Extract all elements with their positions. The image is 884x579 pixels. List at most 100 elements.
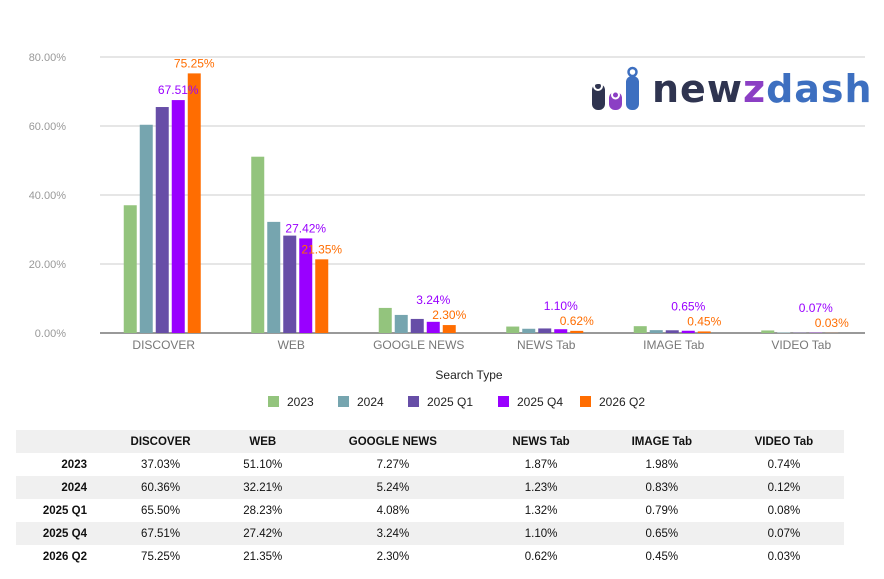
x-tick-label: GOOGLE NEWS [373,338,464,352]
data-label: 2.30% [432,308,466,322]
legend-swatch [498,396,509,407]
x-tick-label: IMAGE Tab [643,338,704,352]
x-axis-title: Search Type [435,368,502,382]
data-label: 0.62% [560,314,594,328]
legend-label: 2025 Q4 [517,395,563,409]
row-label: 2026 Q2 [42,550,87,563]
logo-text: newzdash [652,67,873,111]
bar-2025-q4 [681,330,695,333]
bar-2023 [378,307,392,333]
bar-2025-q1 [410,318,424,333]
x-tick-label: WEB [278,338,305,352]
table-cell: 1.98% [645,458,679,471]
bar-2023 [251,156,265,333]
row-label: 2024 [61,481,87,494]
table-cell: 37.03% [141,458,181,471]
legend-label: 2026 Q2 [599,395,645,409]
bar-2023 [633,326,647,333]
table-cell: 3.24% [376,527,410,540]
table-row: 2026 Q2 75.25% 21.35% 2.30% 0.62% 0.45% 0.03% [16,545,844,568]
table-cell: 0.03% [767,550,801,563]
table-cell: 32.21% [243,481,283,494]
table-cell: 60.36% [141,481,181,494]
bar-2023 [123,205,137,333]
bar-2023 [506,326,520,333]
table-cell: 0.79% [645,504,679,517]
y-tick-label: 60.00% [29,121,67,133]
bar-2025-q4 [426,321,440,333]
legend-swatch [268,396,279,407]
table-header: DISCOVER [130,435,191,448]
bar-2025-q4 [554,329,568,333]
table-cell: 1.32% [524,504,558,517]
table-cell: 0.74% [767,458,801,471]
bar-2024 [139,124,153,334]
bar-2024 [267,221,281,333]
data-label: 3.24% [416,293,450,307]
table-header: GOOGLE NEWS [348,435,437,448]
table-row: 2025 Q4 67.51% 27.42% 3.24% 1.10% 0.65% 0.07% [16,522,844,545]
legend-label: 2024 [357,395,384,409]
row-label: 2025 Q4 [42,527,87,540]
table-cell: 0.07% [767,527,801,540]
table-cell: 1.10% [524,527,558,540]
bar-2025-q1 [283,235,297,333]
data-label: 75.25% [174,56,215,70]
bar-2026-q2 [187,73,201,333]
data-label: 21.35% [301,242,342,256]
data-label: 1.10% [544,299,578,313]
table-cell: 7.27% [376,458,410,471]
data-table: DISCOVER WEB GOOGLE NEWS NEWS Tab IMAGE Tab V… [16,430,844,568]
table-cell: 5.24% [376,481,410,494]
table-cell: 0.12% [767,481,801,494]
table-header: VIDEO Tab [754,435,814,448]
table-cell: 65.50% [141,504,181,517]
bar-2024 [649,330,663,333]
table-cell: 51.10% [243,458,283,471]
row-label: 2025 Q1 [42,504,87,517]
table-cell: 1.87% [524,458,558,471]
table-cell: 75.25% [141,550,181,563]
table-header: IMAGE Tab [631,435,693,448]
table-cell: 0.45% [645,550,679,563]
y-tick-label: 20.00% [29,259,67,271]
table-header: WEB [249,435,277,448]
table-cell: 0.65% [645,527,679,540]
table-cell: 0.83% [645,481,679,494]
bar-2024 [522,328,536,333]
bar-2024 [394,314,408,333]
data-label: 0.03% [815,316,849,330]
x-tick-label: VIDEO Tab [771,338,831,352]
bar-2025-q4 [299,238,313,333]
bar-2025-q1 [155,107,169,334]
table-cell: 27.42% [243,527,283,540]
table-cell: 67.51% [141,527,181,540]
y-tick-label: 40.00% [29,190,67,202]
row-label: 2023 [61,458,87,471]
table-row: 2023 37.03% 51.10% 7.27% 1.87% 1.98% 0.74% [16,453,844,476]
x-tick-label: NEWS Tab [517,338,576,352]
y-tick-label: 80.00% [29,52,67,64]
data-label: 27.42% [285,221,326,235]
x-tick-label: DISCOVER [132,338,195,352]
bar-2026-q2 [315,259,329,333]
table-cell: 21.35% [243,550,283,563]
data-label: 0.65% [671,299,705,313]
legend-swatch [338,396,349,407]
table-cell: 2.30% [376,550,410,563]
table-header: NEWS Tab [512,435,570,448]
data-label: 0.45% [687,314,721,328]
bar-2025-q4 [171,100,185,333]
bar-2026-q2 [697,331,711,333]
logo-icon [592,66,639,110]
data-label: 67.51% [158,83,199,97]
y-tick-label: 0.00% [35,328,66,340]
legend-swatch [408,396,419,407]
bar-chart: 0.00% 20.00% 40.00% 60.00% 80.00% DISCOVER 67.… [29,52,865,409]
data-label: 0.07% [799,301,833,315]
table-row: 2025 Q1 65.50% 28.23% 4.08% 1.32% 0.79% 0.08% [16,499,844,522]
bar-2026-q2 [570,330,584,333]
table-row: 2024 60.36% 32.21% 5.24% 1.23% 0.83% 0.12% [16,476,844,499]
bar-2023 [761,330,775,333]
table-cell: 0.08% [767,504,801,517]
